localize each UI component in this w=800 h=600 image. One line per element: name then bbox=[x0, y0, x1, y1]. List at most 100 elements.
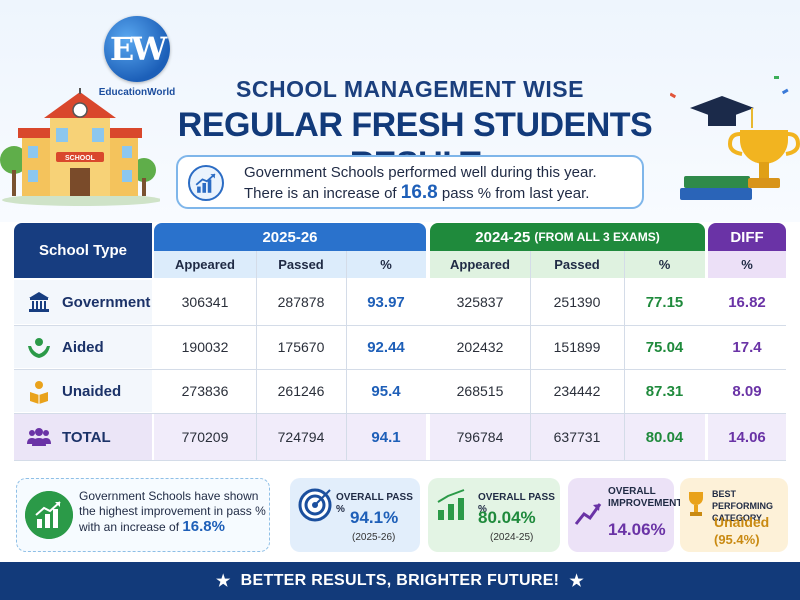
logo-mark: EW bbox=[109, 30, 167, 68]
subheader-pct-2025: % bbox=[346, 251, 426, 278]
header-2025-26: 2025-26 bbox=[154, 223, 426, 251]
card-value-pct: (95.4%) bbox=[714, 532, 760, 547]
card-value: 14.06% bbox=[608, 520, 666, 539]
banner-line-1: Government Schools performed well during… bbox=[244, 164, 597, 181]
row-label-government: Government bbox=[14, 280, 152, 324]
government-building-icon bbox=[29, 292, 49, 312]
card-label: OVERALL IMPROVEMENT bbox=[608, 486, 683, 510]
improvement-note: Government Schools have shown the highes… bbox=[16, 478, 270, 552]
school-sign: SCHOOL bbox=[65, 155, 96, 162]
note-value: 16.8% bbox=[182, 518, 225, 535]
card-label: BEST PERFORMING CATEGORY bbox=[712, 488, 788, 524]
cell-diff: 8.09 bbox=[708, 370, 786, 412]
cell-pct-2025: 92.44 bbox=[346, 326, 426, 368]
banner-line-2-prefix: There is an increase of bbox=[244, 185, 401, 202]
cell-passed-2025: 287878 bbox=[256, 280, 346, 324]
school-building-icon: SCHOOL bbox=[0, 88, 160, 206]
subheader-passed-2024: Passed bbox=[530, 251, 624, 278]
note-line: Government Schools have shown the highes… bbox=[79, 489, 266, 534]
row-label-text: Government bbox=[62, 293, 151, 311]
cell-passed-2024: 151899 bbox=[530, 326, 624, 368]
banner-text: Government Schools performed well during… bbox=[244, 163, 640, 204]
card-best-performing: BEST PERFORMING CATEGORY Unaided (95.4%) bbox=[680, 478, 788, 552]
bar-chart-icon bbox=[437, 489, 465, 520]
trend-up-arrow-icon bbox=[574, 503, 602, 525]
cell-passed-2024: 251390 bbox=[530, 280, 624, 324]
banner-line-2-suffix: pass % from last year. bbox=[437, 185, 590, 202]
card-label-line-1: OVERALL bbox=[608, 486, 656, 497]
row-divider bbox=[14, 325, 786, 326]
column-divider bbox=[256, 251, 257, 460]
star-icon: ★ bbox=[569, 573, 584, 590]
header-diff: DIFF bbox=[708, 223, 786, 251]
student-reading-icon bbox=[30, 381, 48, 404]
star-icon: ★ bbox=[216, 573, 231, 590]
row-label-aided: Aided bbox=[14, 326, 152, 368]
card-sub: (2024-25) bbox=[490, 532, 534, 543]
cell-diff: 17.4 bbox=[708, 326, 786, 368]
row-label-text: TOTAL bbox=[62, 428, 111, 446]
subheader-pct-diff: % bbox=[708, 251, 786, 278]
trophy-graduation-icon bbox=[670, 76, 800, 200]
cell-pct-2025: 93.97 bbox=[346, 280, 426, 324]
trophy-icon bbox=[689, 492, 703, 516]
bar-growth-icon bbox=[25, 491, 73, 539]
header-2024-25-note: (FROM ALL 3 EXAMS) bbox=[534, 230, 660, 244]
note-text: Government Schools have shown the highes… bbox=[79, 489, 267, 535]
subheader-pct-2024: % bbox=[624, 251, 705, 278]
column-divider bbox=[624, 251, 625, 460]
subheader-appeared-2025: Appeared bbox=[154, 251, 256, 278]
cell-pct-2024: 75.04 bbox=[624, 326, 705, 368]
cell-appeared-2024: 202432 bbox=[430, 326, 530, 368]
target-icon bbox=[298, 488, 332, 522]
growth-chart-icon bbox=[188, 165, 224, 201]
footer-text: BETTER RESULTS, BRIGHTER FUTURE! bbox=[240, 572, 560, 589]
subheader-passed-2025: Passed bbox=[256, 251, 346, 278]
cell-pct-2024: 77.15 bbox=[624, 280, 705, 324]
card-label-line-2: IMPROVEMENT bbox=[608, 498, 683, 509]
card-overall-pass-2024: OVERALL PASS % 80.04% (2024-25) bbox=[428, 478, 560, 552]
card-sub: (2025-26) bbox=[352, 532, 396, 543]
card-label-line-2: CATEGORY bbox=[712, 513, 763, 523]
cell-appeared-2025: 273836 bbox=[154, 370, 256, 412]
column-divider bbox=[346, 251, 347, 460]
cell-diff: 16.82 bbox=[708, 280, 786, 324]
card-value-category: Unaided bbox=[714, 514, 770, 530]
row-label-unaided: Unaided bbox=[14, 370, 152, 412]
card-value: 80.04% bbox=[478, 508, 536, 527]
card-label-line-1: BEST PERFORMING bbox=[712, 489, 774, 511]
title-line-1: SCHOOL MANAGEMENT WISE bbox=[236, 76, 584, 102]
row-divider bbox=[14, 413, 786, 414]
row-label-text: Unaided bbox=[62, 382, 122, 400]
cell-appeared-2024: 325837 bbox=[430, 280, 530, 324]
cell-appeared-2024: 268515 bbox=[430, 370, 530, 412]
cell-pct-2024: 80.04 bbox=[624, 414, 705, 460]
results-table: School Type 2025-26 2024-25 (FROM ALL 3 E… bbox=[14, 223, 786, 461]
logo-name: EducationWorld bbox=[98, 87, 176, 98]
cell-appeared-2025: 190032 bbox=[154, 326, 256, 368]
header-2024-25-label: 2024-25 bbox=[475, 228, 531, 246]
subheader-appeared-2024: Appeared bbox=[430, 251, 530, 278]
cell-pct-2025: 95.4 bbox=[346, 370, 426, 412]
group-people-icon bbox=[27, 428, 51, 446]
cell-passed-2024: 637731 bbox=[530, 414, 624, 460]
card-overall-pass-2025: OVERALL PASS % 94.1% (2025-26) bbox=[290, 478, 420, 552]
card-overall-improvement: OVERALL IMPROVEMENT 14.06% bbox=[568, 478, 683, 552]
card-value: 94.1% bbox=[350, 508, 399, 527]
footer-banner: ★ BETTER RESULTS, BRIGHTER FUTURE! ★ bbox=[0, 562, 800, 600]
cell-appeared-2024: 796784 bbox=[430, 414, 530, 460]
banner-increase-value: 16.8 bbox=[400, 182, 438, 203]
card-label: OVERALL PASS % bbox=[478, 492, 555, 515]
cell-passed-2025: 261246 bbox=[256, 370, 346, 412]
row-divider bbox=[14, 460, 786, 461]
banner-line-2: There is an increase of 16.8 pass % from… bbox=[244, 183, 640, 204]
summary-banner: Government Schools performed well during… bbox=[176, 155, 644, 209]
cell-diff: 14.06 bbox=[708, 414, 786, 460]
column-divider bbox=[530, 251, 531, 460]
cell-passed-2024: 234442 bbox=[530, 370, 624, 412]
card-label: OVERALL PASS % bbox=[336, 492, 413, 515]
cell-pct-2024: 87.31 bbox=[624, 370, 705, 412]
cell-pct-2025: 94.1 bbox=[346, 414, 426, 460]
header-2024-25: 2024-25 (FROM ALL 3 EXAMS) bbox=[430, 223, 705, 251]
cell-appeared-2025: 306341 bbox=[154, 280, 256, 324]
